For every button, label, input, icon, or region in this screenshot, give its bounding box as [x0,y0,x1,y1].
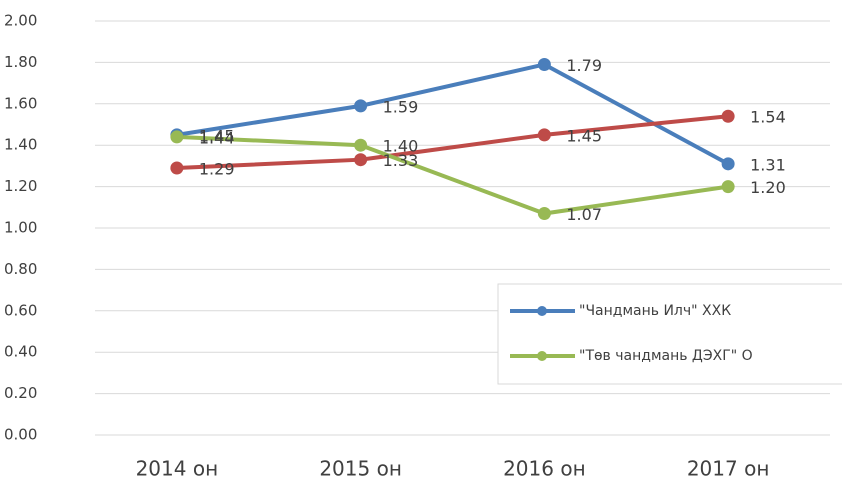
legend-label: "Төв чандмань ДЭХГ" О [579,348,753,364]
data-label: 1.20 [750,178,786,197]
data-label: 1.44 [199,128,235,147]
x-tick-label: 2015 он [319,457,402,481]
legend-label: "Чандмань Илч" ХХК [579,303,731,319]
y-tick-label: 0.40 [4,343,37,361]
marker [721,157,735,171]
marker [354,138,368,152]
y-tick-label: 1.80 [4,53,37,71]
marker [537,128,551,142]
data-label: 1.40 [383,137,419,156]
legend-box [497,283,842,385]
y-tick-label: 0.20 [4,384,37,402]
y-tick-label: 2.00 [4,12,37,30]
marker [721,109,735,123]
series-line [176,62,730,166]
marker [170,161,184,175]
legend-marker [537,306,547,316]
y-tick-label: 1.20 [4,177,37,195]
x-tick-label: 2016 он [503,457,586,481]
series-line [176,114,729,170]
plot: 0.00 0.20 0.40 0.60 0.80 1.00 1.20 1.40 1.60 1.80… [4,12,842,481]
data-label: 1.45 [199,126,235,145]
data-label: 1.59 [383,97,419,116]
marker [721,180,735,194]
data-label: 1.45 [566,126,602,145]
legend-marker [537,351,547,361]
data-label: 1.29 [199,159,235,178]
y-tick-label: 1.00 [4,219,37,237]
data-label: 1.31 [750,155,786,174]
x-tick-label: 2014 он [136,457,219,481]
y-tick-label: 0.00 [4,426,37,444]
data-label: 1.54 [750,108,786,127]
marker [537,207,551,221]
y-tick-label: 0.80 [4,260,37,278]
series-line [176,134,729,216]
legend: "Чандмань Илч" ХХК "Төв чандмань ДЭХГ" О [497,283,842,385]
data-label: 1.07 [566,205,602,224]
y-tick-label: 1.60 [4,94,37,112]
data-label: 1.79 [566,56,602,75]
marker [354,99,368,113]
marker [537,57,551,71]
marker [354,153,368,167]
y-tick-label: 0.60 [4,301,37,319]
y-tick-label: 1.40 [4,136,37,154]
x-tick-label: 2017 он [687,457,770,481]
data-label: 1.33 [383,151,419,170]
marker [170,130,184,144]
